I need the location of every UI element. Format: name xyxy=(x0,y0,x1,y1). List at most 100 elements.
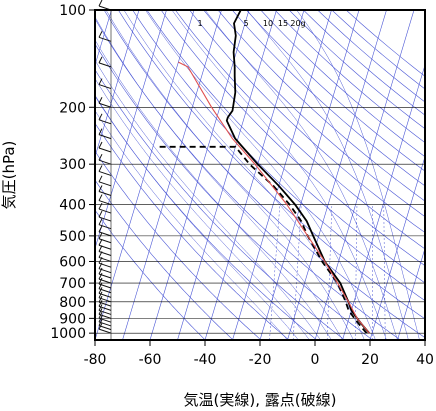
mixing-ratio-line xyxy=(354,204,358,340)
wind-barb-flag xyxy=(98,56,103,64)
wind-barb-flag xyxy=(98,277,103,285)
wind-barb xyxy=(98,244,112,250)
dry-adiabat-line xyxy=(146,10,425,284)
dry-adiabat-line xyxy=(95,43,373,340)
moist-adiabat-line xyxy=(105,10,354,340)
x-tick-label: -60 xyxy=(139,352,162,368)
mixing-ratio-label: 5 xyxy=(243,19,248,28)
isotherm-line xyxy=(204,10,305,340)
x-tick-label: -20 xyxy=(249,352,272,368)
wind-barb xyxy=(98,251,112,256)
y-tick-label: 700 xyxy=(59,276,86,292)
wind-barb-flag xyxy=(98,300,103,307)
wind-barb xyxy=(98,256,112,262)
wind-barb-flag xyxy=(98,97,103,104)
wind-barb xyxy=(98,328,112,334)
wind-barb xyxy=(98,36,112,42)
y-axis-title: 気圧(hPa) xyxy=(0,141,18,210)
dewpoint-profile xyxy=(158,145,368,334)
moist-adiabat-line xyxy=(204,10,398,340)
dry-adiabat-line xyxy=(231,10,425,187)
dry-adiabat-line xyxy=(246,10,425,172)
wind-barb-flag xyxy=(98,202,103,210)
isotherm-line xyxy=(95,10,167,250)
wind-barb xyxy=(98,134,112,140)
y-tick-label: 100 xyxy=(59,3,86,19)
wind-barb-flag xyxy=(98,291,103,299)
y-tick-label: 900 xyxy=(59,311,86,327)
moist-adiabat-line xyxy=(95,110,288,340)
wind-barb-flag xyxy=(98,153,103,161)
wind-barb-flag xyxy=(98,175,103,183)
wind-barb xyxy=(98,305,112,311)
y-tick-label: 400 xyxy=(59,198,86,214)
mixing-ratio-label: 15 xyxy=(278,19,288,28)
dry-adiabat-line xyxy=(288,10,425,130)
isotherm-line xyxy=(122,10,222,340)
wind-barb xyxy=(98,321,112,327)
wind-barb-flag xyxy=(98,287,103,294)
moist-adiabat-line xyxy=(145,10,376,340)
wind-barb xyxy=(98,273,112,279)
wind-barb xyxy=(98,147,112,153)
wind-barb-flag xyxy=(98,282,103,290)
wind-barb-flag xyxy=(98,113,103,121)
isotherm-line xyxy=(369,155,425,340)
y-tick-label: 800 xyxy=(59,295,86,311)
isotherm-line xyxy=(287,10,387,340)
isotherm-line xyxy=(95,10,195,340)
y-tick-label: 300 xyxy=(59,157,86,173)
mixing-ratio-label: 10 xyxy=(263,19,273,28)
wind-barb-flag xyxy=(98,218,103,225)
dry-adiabat-line xyxy=(345,10,425,77)
x-axis-title: 気温(実線), 露点(破線) xyxy=(184,391,337,409)
dry-adiabat-line xyxy=(331,10,425,90)
wind-barb xyxy=(98,200,112,206)
isotherm-line xyxy=(149,10,250,340)
temperature-profile xyxy=(225,10,370,334)
moist-adiabat-line xyxy=(95,59,321,340)
wind-barb xyxy=(98,208,112,214)
wind-barb xyxy=(98,262,112,268)
moist-adiabat-line xyxy=(95,39,332,340)
wind-barb xyxy=(98,313,112,319)
x-tick-label: 40 xyxy=(416,352,434,368)
y-tick-label: 200 xyxy=(59,100,86,116)
wind-barb xyxy=(98,224,112,230)
wind-barb-flag xyxy=(98,225,103,233)
y-tick-label: 1000 xyxy=(50,326,86,342)
dry-adiabat-line xyxy=(95,18,401,340)
isotherm-line xyxy=(314,10,415,340)
wind-barb xyxy=(98,325,112,331)
dry-adiabat-line xyxy=(217,10,425,202)
x-tick-label: -40 xyxy=(194,352,217,368)
dry-adiabat-line xyxy=(189,10,425,233)
wind-barb-flag xyxy=(98,272,103,280)
dry-adiabat-line xyxy=(103,10,425,339)
dry-adiabat-line xyxy=(95,122,290,340)
isotherm-line xyxy=(342,63,425,340)
wind-barb xyxy=(98,278,112,284)
x-tick-label: 0 xyxy=(311,352,320,368)
wind-barb-flag xyxy=(98,185,103,192)
wind-barb xyxy=(98,62,112,68)
wind-barb-flag xyxy=(98,239,103,246)
dry-adiabat-line xyxy=(95,95,317,340)
moist-adiabat-line xyxy=(95,16,343,340)
dry-adiabat-line xyxy=(274,10,425,143)
wind-barb xyxy=(98,191,112,196)
parcel-profile xyxy=(178,61,370,334)
y-tick-label: 500 xyxy=(59,229,86,245)
mixing-ratio-line xyxy=(383,204,386,340)
wind-barb xyxy=(98,159,112,165)
dry-adiabat-line xyxy=(95,150,262,340)
dry-adiabat-line xyxy=(118,10,425,320)
dry-adiabat-line xyxy=(95,179,234,340)
dry-adiabat-line xyxy=(203,10,425,217)
moist-adiabat-line xyxy=(95,94,299,340)
wind-barb xyxy=(98,238,112,244)
wind-barb xyxy=(98,309,112,315)
dry-adiabat-line xyxy=(260,10,425,158)
dry-adiabat-line xyxy=(95,209,206,340)
